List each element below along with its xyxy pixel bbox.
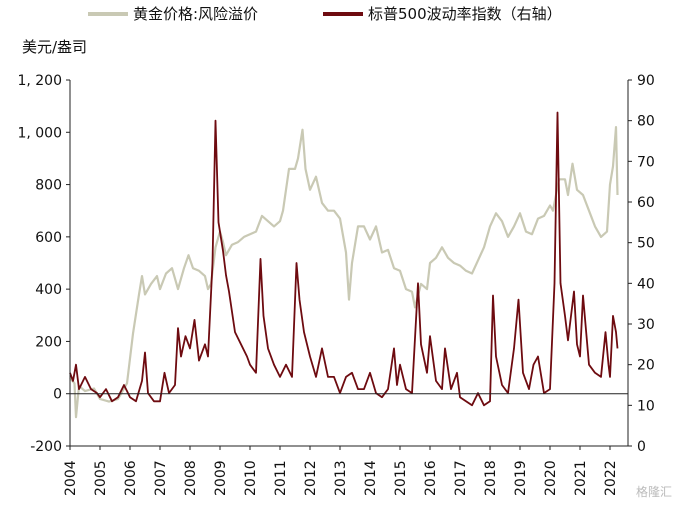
x-tick-label: 2007	[153, 460, 169, 496]
right-tick-label: 60	[637, 195, 655, 211]
x-tick-label: 2012	[303, 460, 319, 496]
left-tick-label: 200	[35, 334, 62, 350]
right-tick-label: 40	[637, 276, 655, 292]
x-tick-label: 2014	[363, 460, 379, 496]
left-tick-label: 600	[35, 230, 62, 246]
right-tick-label: 90	[637, 73, 655, 89]
right-tick-label: 30	[637, 317, 655, 333]
left-tick-label: -200	[30, 439, 62, 455]
x-tick-label: 2022	[603, 460, 619, 496]
right-tick-label: 50	[637, 236, 655, 252]
x-tick-label: 2004	[63, 460, 79, 496]
x-tick-label: 2011	[273, 460, 289, 496]
x-tick-label: 2006	[123, 460, 139, 496]
left-tick-label: 1, 000	[17, 125, 62, 141]
series-line-vix	[69, 111, 619, 407]
right-tick-label: 70	[637, 154, 655, 170]
x-tick-label: 2005	[93, 460, 109, 496]
watermark: 格隆汇	[636, 484, 672, 499]
right-tick-label: 0	[637, 439, 646, 455]
axes-layer	[69, 80, 629, 447]
series-line-gold-risk-premium	[69, 126, 619, 419]
legend: 黄金价格:风险溢价 标普500波动率指数（右轴）	[88, 5, 562, 23]
left-tick-label: 1, 200	[17, 73, 62, 89]
right-tick-label: 10	[637, 398, 655, 414]
x-tick-label: 2009	[213, 460, 229, 496]
left-axis-unit-label: 美元/盎司	[22, 38, 87, 56]
tick-layer: -200 0 200 400 600 800 1, 000 1, 200 0 10 20 30 40 50…	[17, 73, 654, 496]
x-tick-label: 2020	[543, 460, 559, 496]
legend-label-vix: 标普500波动率指数（右轴）	[368, 5, 562, 23]
x-tick-label: 2010	[243, 460, 259, 496]
x-tick-label: 2018	[483, 460, 499, 496]
left-tick-label: 0	[53, 387, 62, 403]
right-tick-label: 80	[637, 114, 655, 130]
x-tick-label: 2021	[573, 460, 589, 496]
series-layer	[69, 111, 619, 419]
x-tick-label: 2013	[333, 460, 349, 496]
x-tick-label: 2008	[183, 460, 199, 496]
legend-label-gold: 黄金价格:风险溢价	[133, 5, 258, 23]
x-tick-label: 2016	[423, 460, 439, 496]
x-tick-label: 2017	[453, 460, 469, 496]
x-tick-label: 2015	[393, 460, 409, 496]
x-tick-label: 2019	[513, 460, 529, 496]
left-tick-label: 400	[35, 282, 62, 298]
right-tick-label: 20	[637, 358, 655, 374]
left-tick-label: 800	[35, 178, 62, 194]
